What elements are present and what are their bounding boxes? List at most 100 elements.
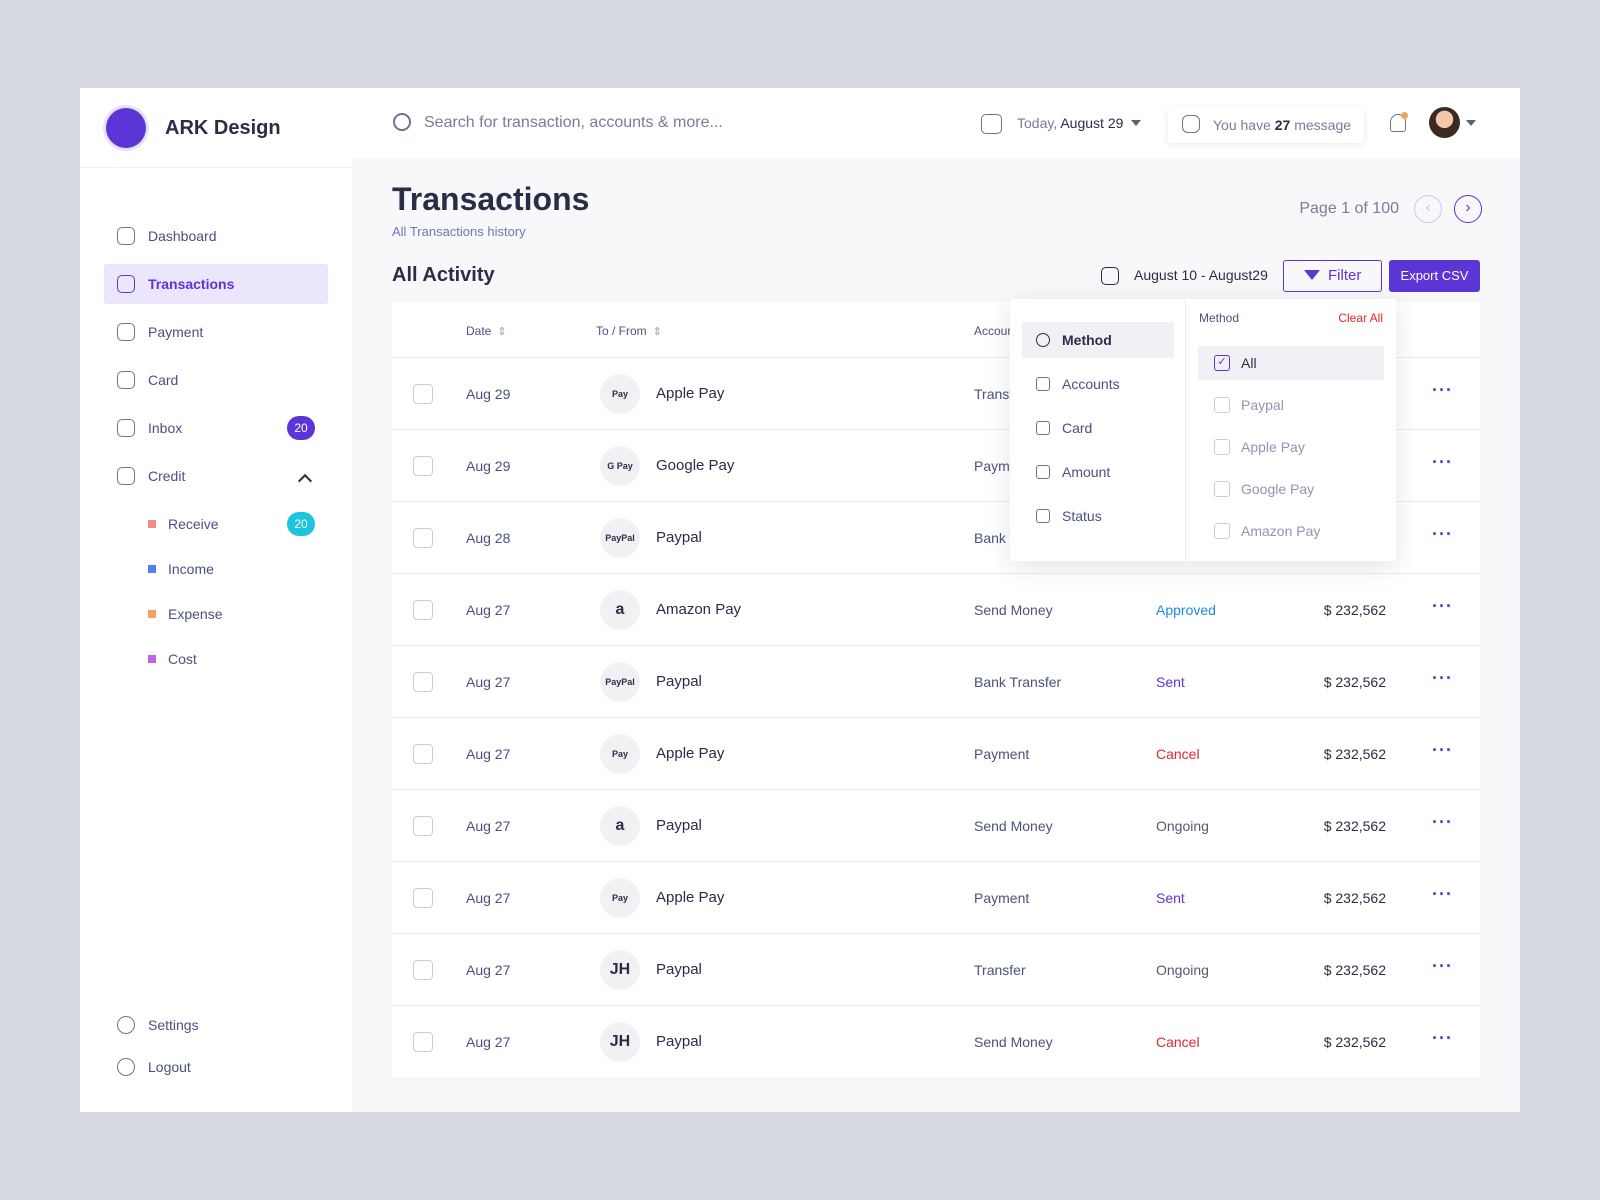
message-suffix: message bbox=[1294, 117, 1352, 133]
row-menu[interactable]: ··· bbox=[1432, 1028, 1453, 1048]
column-header[interactable]: To / From ⇕ bbox=[596, 324, 662, 338]
column-header: Account bbox=[974, 324, 1018, 338]
nav-icon bbox=[117, 419, 135, 437]
nav-item[interactable]: Inbox bbox=[148, 420, 183, 436]
account: Payment bbox=[974, 890, 1030, 906]
status: Sent bbox=[1156, 890, 1185, 906]
row-checkbox[interactable] bbox=[413, 456, 433, 476]
row-menu[interactable]: ··· bbox=[1432, 812, 1453, 832]
table-row: Aug 27 JH Paypal Send Money Cancel $ 232,562 ·… bbox=[392, 1005, 1480, 1077]
account: Send Money bbox=[974, 1034, 1053, 1050]
bell-icon[interactable] bbox=[1390, 114, 1406, 132]
row-menu[interactable]: ··· bbox=[1432, 524, 1453, 544]
nav-icon bbox=[117, 227, 135, 245]
table-row: Aug 27 Pay Apple Pay Payment Sent $ 232,562 ··… bbox=[392, 861, 1480, 933]
avatar-caret[interactable] bbox=[1466, 120, 1476, 131]
clear-all[interactable]: Clear All bbox=[1338, 311, 1383, 325]
row-menu[interactable]: ··· bbox=[1432, 668, 1453, 688]
option-checkbox[interactable]: ✓ bbox=[1214, 355, 1230, 371]
credit-dot bbox=[148, 610, 156, 618]
name: Paypal bbox=[656, 529, 702, 546]
option-checkbox[interactable] bbox=[1214, 397, 1230, 413]
date: Aug 27 bbox=[466, 890, 511, 906]
row-menu[interactable]: ··· bbox=[1432, 956, 1453, 976]
prev-page[interactable]: ‹ bbox=[1414, 195, 1442, 223]
row-checkbox[interactable] bbox=[413, 744, 433, 764]
message-box[interactable] bbox=[1168, 107, 1364, 143]
amount: $ 232,562 bbox=[1323, 746, 1386, 762]
row-checkbox[interactable] bbox=[413, 672, 433, 692]
credit-item[interactable]: Receive bbox=[168, 516, 219, 532]
search-icon[interactable] bbox=[393, 113, 411, 131]
name: Google Pay bbox=[656, 457, 735, 474]
row-menu[interactable]: ··· bbox=[1432, 452, 1453, 472]
nav-badge: 20 bbox=[287, 416, 315, 440]
menu-category[interactable]: Status bbox=[1062, 508, 1102, 524]
account: Transfer bbox=[974, 962, 1026, 978]
option-label[interactable]: All bbox=[1241, 355, 1257, 371]
message-prefix: You have bbox=[1213, 117, 1271, 133]
logo: a bbox=[600, 806, 640, 846]
nav-item[interactable]: Payment bbox=[148, 324, 204, 340]
row-menu[interactable]: ··· bbox=[1432, 740, 1453, 760]
menu-category[interactable]: Method bbox=[1062, 332, 1112, 348]
column-header[interactable]: Date ⇕ bbox=[466, 324, 507, 338]
option-label[interactable]: Apple Pay bbox=[1241, 439, 1305, 455]
footer-item[interactable]: Logout bbox=[148, 1059, 191, 1075]
row-checkbox[interactable] bbox=[413, 600, 433, 620]
nav-active-bg bbox=[104, 264, 328, 304]
option-checkbox[interactable] bbox=[1214, 523, 1230, 539]
footer-item[interactable]: Settings bbox=[148, 1017, 199, 1033]
search-input[interactable]: Search for transaction, accounts & more.… bbox=[424, 114, 723, 131]
row-checkbox[interactable] bbox=[413, 384, 433, 404]
logo: a bbox=[600, 590, 640, 630]
date: Aug 27 bbox=[466, 746, 511, 762]
credit-item[interactable]: Expense bbox=[168, 606, 223, 622]
bell-dot bbox=[1401, 112, 1408, 119]
menu-category[interactable]: Card bbox=[1062, 420, 1093, 436]
option-label[interactable]: Amazon Pay bbox=[1241, 523, 1321, 539]
calendar-icon bbox=[981, 114, 1002, 134]
row-checkbox[interactable] bbox=[413, 816, 433, 836]
row-menu[interactable]: ··· bbox=[1432, 596, 1453, 616]
logo: Pay bbox=[600, 374, 640, 414]
date: Aug 27 bbox=[466, 818, 511, 834]
filter-button[interactable]: Filter bbox=[1283, 260, 1382, 292]
name: Paypal bbox=[656, 817, 702, 834]
account: Send Money bbox=[974, 602, 1053, 618]
row-checkbox[interactable] bbox=[413, 1032, 433, 1052]
option-label[interactable]: Paypal bbox=[1241, 397, 1284, 413]
menu-category[interactable]: Accounts bbox=[1062, 376, 1120, 392]
nav-item[interactable]: Transactions bbox=[148, 276, 235, 292]
date: Aug 29 bbox=[466, 386, 511, 402]
option-label[interactable]: Google Pay bbox=[1241, 481, 1315, 497]
menu-category[interactable]: Amount bbox=[1062, 464, 1111, 480]
row-menu[interactable]: ··· bbox=[1432, 884, 1453, 904]
menu-icon bbox=[1036, 333, 1050, 347]
nav-item[interactable]: Dashboard bbox=[148, 228, 217, 244]
nav-item[interactable]: Card bbox=[148, 372, 179, 388]
row-checkbox[interactable] bbox=[413, 888, 433, 908]
date-picker[interactable]: Today, August 29 bbox=[1017, 113, 1142, 133]
row-menu[interactable]: ··· bbox=[1432, 380, 1453, 400]
date-range[interactable]: August 10 - August29 bbox=[1134, 267, 1268, 283]
option-checkbox[interactable] bbox=[1214, 481, 1230, 497]
date: Aug 27 bbox=[466, 674, 511, 690]
row-checkbox[interactable] bbox=[413, 528, 433, 548]
credit-item[interactable]: Cost bbox=[168, 651, 197, 667]
sort-icon[interactable]: ⇕ bbox=[652, 326, 662, 338]
avatar[interactable] bbox=[1429, 107, 1460, 138]
credit-badge: 20 bbox=[287, 512, 315, 536]
table-row: Aug 29 Pay Apple Pay Transfer ··· bbox=[392, 357, 1480, 429]
option-checkbox[interactable] bbox=[1214, 439, 1230, 455]
status: Cancel bbox=[1156, 1034, 1200, 1050]
sort-icon[interactable]: ⇕ bbox=[497, 326, 507, 338]
row-checkbox[interactable] bbox=[413, 960, 433, 980]
credit-item[interactable]: Income bbox=[168, 561, 214, 577]
nav-item[interactable]: Credit bbox=[148, 468, 186, 484]
export-button[interactable]: Export CSV bbox=[1389, 260, 1480, 292]
logo: Pay bbox=[600, 878, 640, 918]
table-row: Aug 27 PayPal Paypal Bank Transfer Sent $ 232… bbox=[392, 645, 1480, 717]
next-page[interactable]: › bbox=[1454, 195, 1482, 223]
date: Aug 29 bbox=[466, 458, 511, 474]
